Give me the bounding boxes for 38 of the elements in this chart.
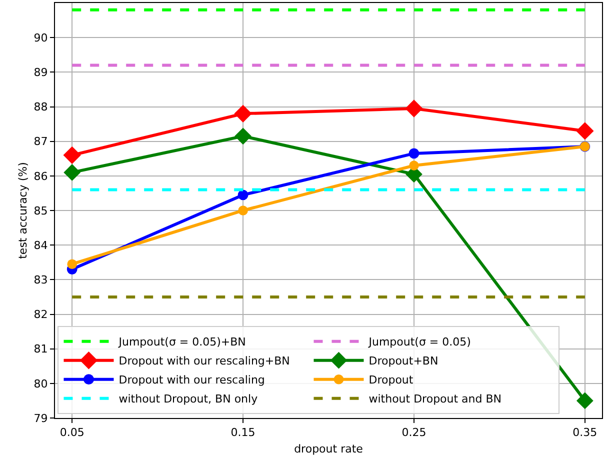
- point: [64, 164, 81, 181]
- y-tick-label: 87: [34, 135, 48, 148]
- x-tick-label: 0.35: [572, 426, 598, 440]
- y-tick-label: 86: [34, 170, 48, 183]
- y-tick-label: 84: [34, 238, 48, 252]
- point: [405, 100, 423, 118]
- point: [238, 190, 248, 200]
- point: [67, 259, 77, 269]
- y-tick-label: 89: [34, 66, 48, 80]
- y-axis-title: test accuracy (%): [16, 162, 30, 259]
- x-tick-label: 0.15: [230, 426, 256, 440]
- point: [409, 160, 419, 170]
- point: [576, 122, 594, 140]
- x-tick-label: 0.25: [402, 426, 426, 440]
- point: [63, 146, 81, 164]
- y-tick-label: 80: [34, 377, 48, 390]
- y-tick-label: 90: [34, 31, 48, 44]
- y-tick-label: 81: [34, 342, 48, 356]
- y-tick-label: 79: [34, 412, 48, 425]
- y-tick-label: 88: [34, 100, 48, 114]
- legend-label: Dropout+BN: [368, 354, 438, 368]
- point: [576, 392, 594, 410]
- legend-label: Jumpout(σ = 0.05): [368, 336, 471, 349]
- point: [408, 148, 420, 159]
- legend-label: Jumpout(σ = 0.05)+BN: [118, 336, 246, 349]
- legend-label: without Dropout, BN only: [118, 392, 258, 406]
- point: [234, 128, 252, 145]
- x-axis-title: dropout rate: [294, 442, 364, 456]
- legend-label: Dropout: [368, 374, 414, 387]
- point: [238, 206, 248, 216]
- legend-label: Dropout with our rescaling: [118, 374, 265, 387]
- point: [234, 104, 252, 123]
- y-tick-label: 83: [34, 274, 48, 287]
- legend-label: Dropout with our rescaling+BN: [118, 354, 290, 368]
- legend-label: without Dropout and BN: [368, 392, 502, 406]
- x-tick-label: 0.05: [60, 426, 84, 440]
- y-tick-label: 82: [34, 308, 48, 322]
- y-tick-label: 85: [34, 204, 48, 218]
